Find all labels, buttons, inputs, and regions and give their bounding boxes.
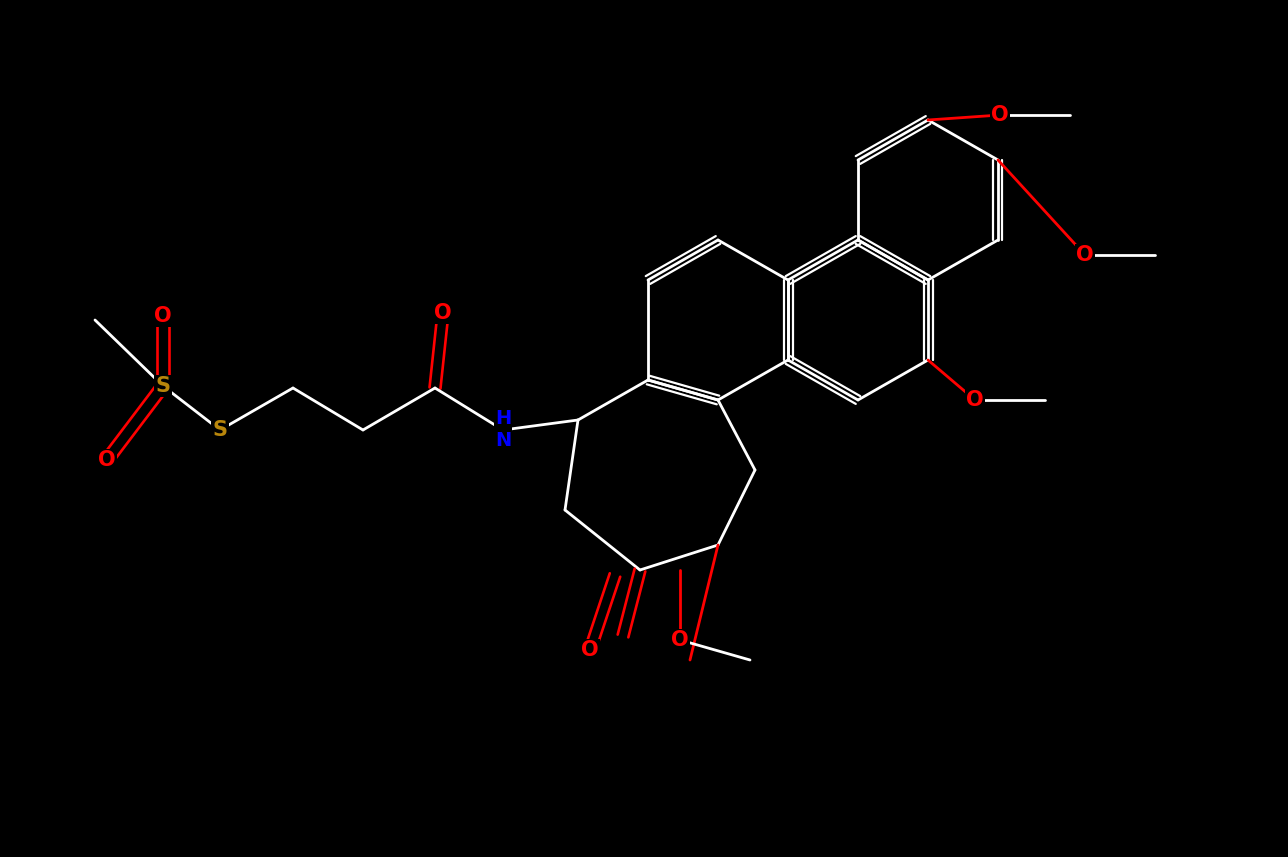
- Text: O: O: [671, 630, 689, 650]
- Text: O: O: [434, 303, 452, 323]
- Text: O: O: [966, 390, 984, 410]
- Text: O: O: [1077, 245, 1094, 265]
- Text: H
N: H N: [495, 410, 511, 451]
- Text: O: O: [98, 450, 116, 470]
- Text: O: O: [155, 306, 171, 326]
- Text: O: O: [581, 640, 599, 660]
- Text: S: S: [213, 420, 228, 440]
- Text: S: S: [156, 376, 170, 396]
- Text: O: O: [992, 105, 1009, 125]
